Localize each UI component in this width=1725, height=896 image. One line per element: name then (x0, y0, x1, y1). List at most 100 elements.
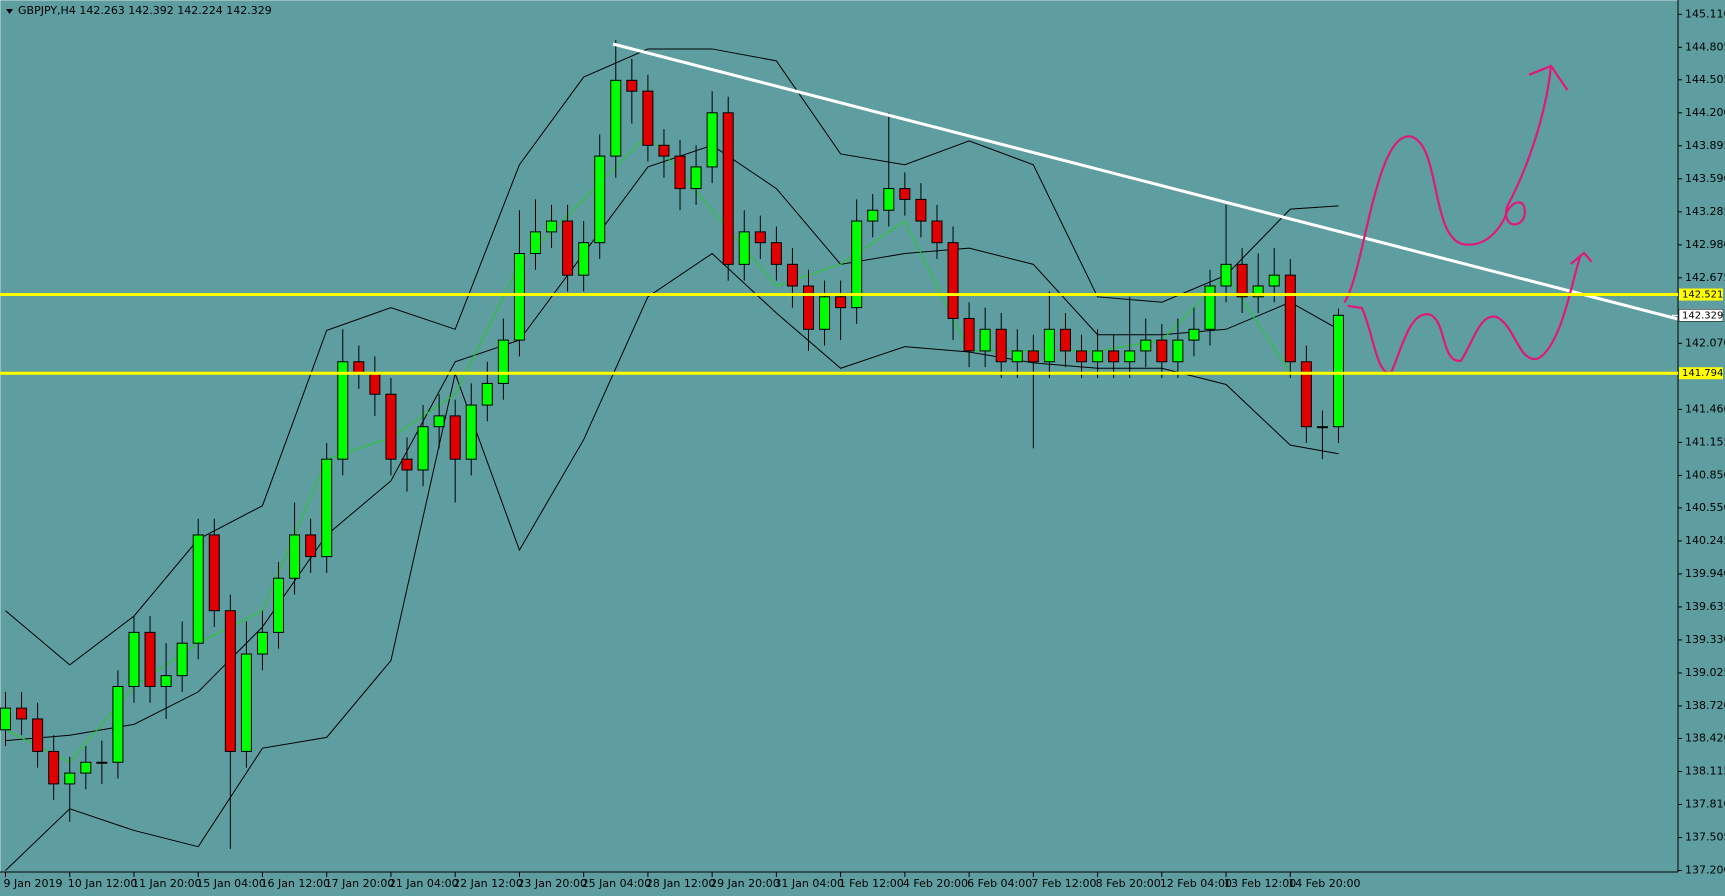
candle-body (851, 220, 863, 309)
candle-body (883, 188, 895, 211)
y-tick-label: 142.980 (1685, 238, 1725, 251)
candle-body (481, 382, 493, 406)
y-tick-label: 144.505 (1685, 73, 1725, 86)
candle-body (594, 155, 606, 244)
y-tick-label: 137.200 (1685, 864, 1725, 877)
x-tick-label: 7 Feb 12:00 (1031, 877, 1096, 890)
y-tick-label: 138.720 (1685, 699, 1725, 712)
arrow-head (1570, 251, 1593, 265)
indicator-line (5, 48, 1339, 666)
indicator-line (5, 252, 1339, 871)
candle-body (176, 642, 188, 677)
candle-body (979, 328, 991, 352)
candle-body (546, 220, 558, 233)
candle-body (96, 761, 108, 764)
candle-body (1156, 339, 1168, 363)
y-tick-label: 138.420 (1685, 731, 1725, 744)
candle-body (1332, 314, 1344, 428)
x-tick-label: 23 Jan 20:00 (517, 877, 587, 890)
candle-body (192, 534, 204, 644)
candle-body (465, 404, 477, 460)
candle-body (256, 631, 268, 655)
candle-body (273, 577, 285, 633)
y-tick-label: 140.850 (1685, 468, 1725, 481)
x-tick-label: 28 Jan 12:00 (646, 877, 716, 890)
candle-body (1076, 350, 1088, 363)
candle-body (48, 750, 60, 785)
x-tick-label: 9 Jan 2019 (4, 877, 63, 890)
candle-body (1124, 350, 1136, 363)
x-tick-label: 6 Feb 04:00 (967, 877, 1032, 890)
x-tick-label: 12 Feb 04:00 (1160, 877, 1232, 890)
candle-body (1172, 339, 1184, 363)
x-tick-label: 1 Feb 12:00 (839, 877, 904, 890)
candle-body (1316, 426, 1328, 429)
y-tick-label: 142.070 (1685, 336, 1725, 349)
candle-body (1140, 339, 1152, 352)
candle-body (690, 166, 702, 190)
arrow-head (1528, 64, 1569, 91)
candle-body (1043, 328, 1055, 363)
level-label: 142.521 (1682, 290, 1723, 301)
y-tick-label: 141.155 (1685, 435, 1725, 448)
candle-body (529, 231, 541, 255)
x-tick-label: 29 Jan 20:00 (710, 877, 780, 890)
candle-body (674, 155, 686, 190)
candle-body (867, 209, 879, 222)
candle-body (401, 458, 413, 471)
y-tick-label: 137.810 (1685, 797, 1725, 810)
x-tick-label: 14 Feb 20:00 (1288, 877, 1360, 890)
candle-body (1092, 350, 1104, 363)
y-tick-label: 144.805 (1685, 40, 1725, 53)
candle-body (610, 79, 622, 157)
candle-body (995, 328, 1007, 363)
y-tick-label: 141.460 (1685, 402, 1725, 415)
scenario-up (1343, 65, 1553, 304)
candle-body (353, 361, 365, 374)
candle-body (899, 188, 911, 200)
y-tick-label: 139.025 (1685, 666, 1725, 679)
candle-body (738, 231, 750, 265)
candle-body (289, 534, 301, 579)
y-tick-label: 145.110 (1685, 7, 1725, 20)
candle-body (497, 339, 509, 384)
candle-body (1204, 285, 1216, 330)
scenario-range (1347, 254, 1582, 374)
candle-body (1284, 274, 1296, 363)
candle-body (0, 707, 11, 731)
trend-line (612, 42, 1679, 321)
candle-body (112, 685, 124, 763)
candle-body (513, 253, 525, 341)
marks (0, 40, 1344, 871)
candle-body (578, 242, 590, 276)
y-tick-label: 144.200 (1685, 106, 1725, 119)
candle-body (658, 144, 670, 157)
candle-body (1252, 285, 1264, 298)
candle-body (1300, 361, 1312, 428)
candle-body (1027, 350, 1039, 363)
candle-body (947, 242, 959, 319)
indicator-line (5, 133, 1339, 763)
candle-body (80, 761, 92, 774)
candle-body (16, 707, 28, 720)
candle-body (931, 220, 943, 244)
candle-body (144, 631, 156, 687)
x-tick-label: 10 Jan 12:00 (68, 877, 138, 890)
x-tick-label: 17 Jan 20:00 (325, 877, 395, 890)
y-tick-label: 140.245 (1685, 534, 1725, 547)
x-tick-label: 13 Feb 12:00 (1224, 877, 1296, 890)
candle-body (963, 317, 975, 352)
y-tick-label: 143.285 (1685, 205, 1725, 218)
candle-body (722, 112, 734, 265)
last-price-bg (1678, 309, 1724, 322)
candle-body (754, 231, 766, 244)
menu-arrow[interactable] (6, 9, 13, 14)
candle-body (1188, 328, 1200, 341)
candle-body (1268, 274, 1280, 287)
x-tick-label: 4 Feb 20:00 (903, 877, 968, 890)
chart-title: GBPJPY,H4 142.263 142.392 142.224 142.32… (18, 4, 272, 17)
y-tick-label: 138.115 (1685, 764, 1725, 777)
candle-body (835, 296, 847, 309)
candle-body (449, 415, 461, 460)
